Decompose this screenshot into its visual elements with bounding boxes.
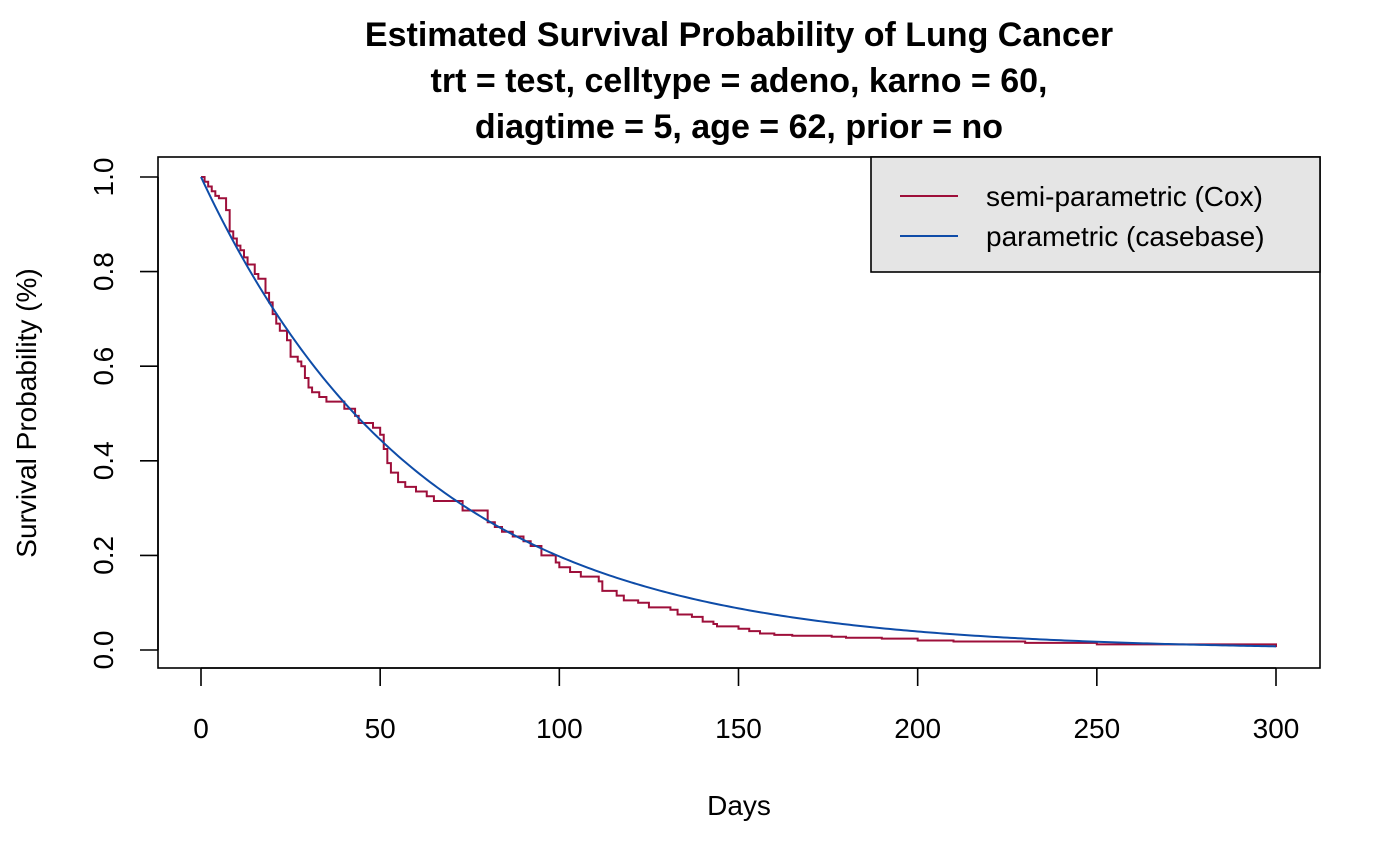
x-tick-label: 100 [536,713,583,744]
title-line-2: trt = test, celltype = adeno, karno = 60… [431,62,1048,100]
x-tick-label: 250 [1073,713,1120,744]
y-tick-label: 0.2 [88,536,119,575]
x-tick-label: 150 [715,713,762,744]
x-axis-label: Days [707,790,771,821]
y-axis: 0.0 0.2 0.4 0.6 0.8 1.0 [88,158,159,670]
x-tick-label: 50 [365,713,396,744]
series-casebase-line [200,176,1277,648]
x-tick-label: 300 [1253,713,1300,744]
legend-box [870,156,1321,273]
legend-label-casebase: parametric (casebase) [986,221,1265,252]
legend-label-cox: semi-parametric (Cox) [986,181,1263,212]
y-tick-label: 0.4 [88,441,119,480]
x-tick-label: 200 [894,713,941,744]
series-layer [200,176,1277,648]
y-tick-label: 1.0 [88,158,119,197]
x-axis: 0 50 100 150 200 250 300 [193,667,1300,744]
chart-title: Estimated Survival Probability of Lung C… [365,16,1113,146]
title-line-3: diagtime = 5, age = 62, prior = no [475,108,1003,146]
y-tick-label: 0.0 [88,631,119,670]
y-axis-label: Survival Probability (%) [11,268,42,557]
title-line-1: Estimated Survival Probability of Lung C… [365,16,1113,54]
legend: semi-parametric (Cox) parametric (caseba… [870,156,1321,273]
y-tick-label: 0.8 [88,252,119,291]
x-tick-label: 0 [193,713,209,744]
series-cox-line [201,176,1277,648]
y-tick-label: 0.6 [88,347,119,386]
